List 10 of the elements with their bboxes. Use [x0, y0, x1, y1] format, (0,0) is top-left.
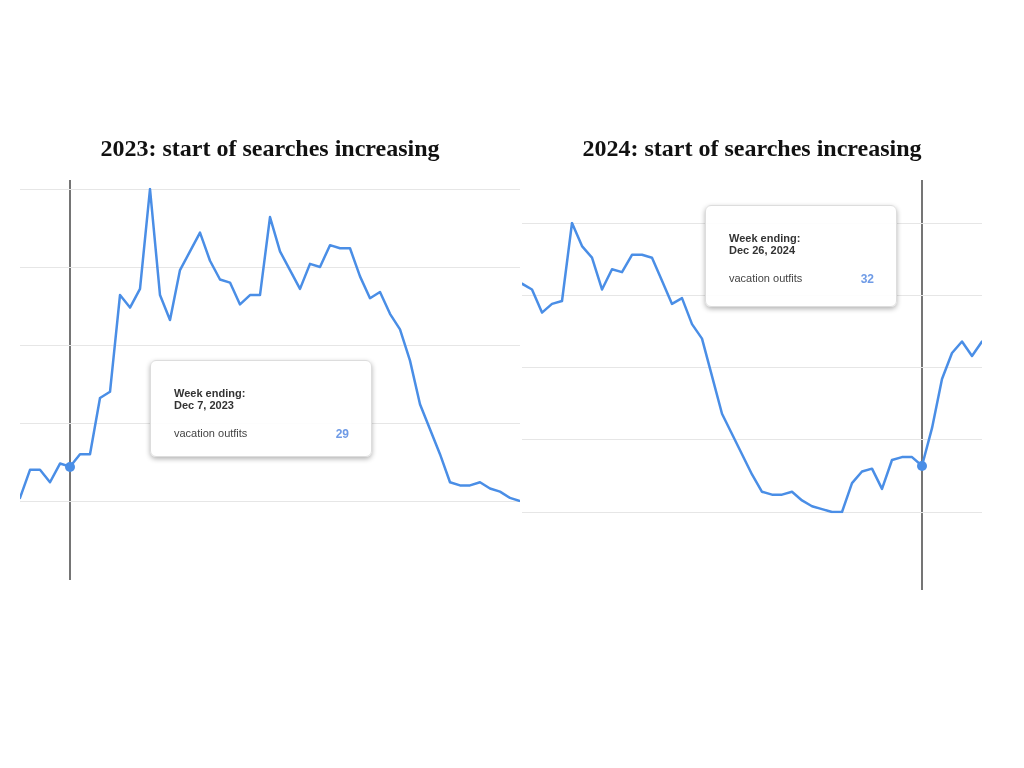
annotation: Week ending: [729, 232, 801, 244]
chart-title: 2023: start of searches increasing [99, 135, 441, 162]
annotation: 29 [335, 427, 349, 441]
annotation: Dec 26, 2024 [729, 244, 796, 256]
annotation: vacation outfits [729, 272, 803, 284]
annotation: 32 [860, 272, 874, 286]
annotation: vacation outfits [174, 427, 248, 439]
chart-title: 2024: start of searches increasing [581, 135, 923, 162]
annotation: Week ending: [174, 387, 246, 399]
annotation: Dec 7, 2023 [174, 399, 234, 411]
